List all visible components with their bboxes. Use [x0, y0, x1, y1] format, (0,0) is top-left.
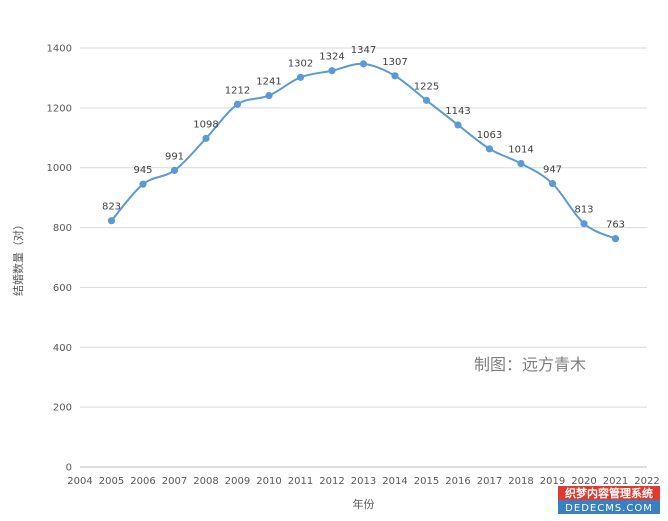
data-label: 1143 [445, 106, 470, 117]
x-tick-label: 2009 [225, 476, 250, 487]
author-credit: 制图：远方青木 [474, 355, 586, 374]
data-label: 1063 [477, 130, 502, 141]
data-point [548, 179, 557, 188]
y-tick-label: 400 [53, 343, 72, 354]
data-point [170, 166, 179, 175]
data-point [328, 67, 336, 75]
watermark: 织梦内容管理系统 DEDECMS.COM [558, 486, 660, 514]
data-point [454, 121, 462, 129]
watermark-text-bottom: DEDECMS.COM [565, 503, 653, 514]
data-labels: 823 945 991 1098 1212 1241 1302 1324 1347 1307 122… [102, 45, 625, 231]
x-tick-label: 2004 [67, 476, 92, 487]
data-label: 1225 [414, 81, 439, 92]
data-point [485, 145, 494, 153]
x-tick-label: 2018 [508, 476, 533, 487]
x-tick-label: 2017 [477, 476, 502, 487]
y-tick-label: 800 [53, 223, 72, 234]
y-tick-label: 200 [53, 403, 72, 414]
y-tick-label: 1000 [47, 163, 72, 174]
data-point [107, 217, 116, 225]
x-tick-label: 2022 [634, 476, 659, 487]
x-tick-label: 2016 [445, 476, 470, 487]
x-tick-label: 2014 [382, 476, 407, 487]
grid-lines [80, 47, 647, 408]
data-point [422, 96, 431, 104]
watermark-bg-bottom [558, 500, 660, 514]
data-label: 1302 [288, 58, 313, 69]
x-tick-label: 2010 [256, 476, 281, 487]
data-label: 1347 [351, 45, 376, 56]
x-tick-label: 2005 [99, 476, 124, 487]
data-point [391, 72, 399, 80]
x-tick-label: 2011 [288, 476, 313, 487]
data-point [202, 134, 210, 142]
x-axis-ticks: 2004 2005 2006 2007 2008 2009 2010 2011 2012 2013… [67, 476, 659, 487]
y-axis-ticks: 0 200 400 600 800 1000 1200 1400 [47, 44, 72, 474]
data-point [265, 91, 273, 100]
data-label: 947 [543, 165, 562, 176]
y-tick-label: 0 [66, 463, 72, 474]
data-label: 1324 [319, 52, 344, 63]
data-label: 945 [133, 165, 152, 176]
data-point [359, 60, 368, 68]
y-axis-title: 结婚数量（对） [11, 219, 25, 296]
data-label: 813 [574, 205, 593, 216]
x-tick-label: 2019 [540, 476, 565, 487]
y-tick-label: 1200 [47, 103, 72, 114]
x-tick-label: 2007 [162, 476, 187, 487]
x-tick-label: 2008 [193, 476, 218, 487]
data-label: 1212 [225, 85, 250, 96]
data-point [517, 159, 525, 168]
x-tick-label: 2020 [571, 476, 596, 487]
data-label: 1241 [256, 77, 281, 88]
data-label: 823 [102, 202, 121, 213]
x-axis-title: 年份 [353, 497, 375, 511]
data-label: 991 [165, 151, 184, 162]
data-point [139, 180, 147, 188]
x-tick-label: 2021 [603, 476, 628, 487]
data-label: 1307 [382, 57, 407, 68]
watermark-text-top: 织梦内容管理系统 [565, 486, 653, 500]
data-point [233, 100, 242, 108]
data-point [296, 73, 305, 81]
data-markers [107, 60, 620, 243]
x-tick-label: 2013 [351, 476, 376, 487]
x-tick-label: 2006 [130, 476, 155, 487]
watermark-bg-top [558, 486, 660, 500]
data-label: 1014 [508, 145, 533, 156]
data-point [580, 220, 588, 228]
x-tick-label: 2015 [414, 476, 439, 487]
y-tick-label: 600 [53, 283, 72, 294]
y-tick-label: 1400 [47, 44, 72, 55]
x-tick-label: 2012 [319, 476, 344, 487]
series-line [110, 62, 616, 240]
data-label: 763 [606, 220, 625, 231]
data-label: 1098 [193, 119, 218, 130]
data-point [611, 235, 620, 243]
